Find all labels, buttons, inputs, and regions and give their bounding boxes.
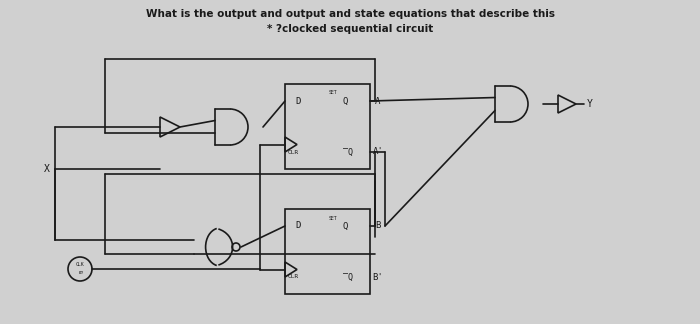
Text: A': A' (372, 147, 384, 156)
Text: m: m (78, 271, 82, 275)
Text: D: D (295, 222, 301, 230)
Text: SET: SET (328, 90, 337, 96)
Text: A: A (375, 97, 381, 106)
Bar (285, 84, 370, 169)
Text: B': B' (372, 272, 384, 282)
Text: SET: SET (328, 215, 337, 221)
Text: What is the output and output and state equations that describe this: What is the output and output and state … (146, 9, 554, 19)
Text: Y: Y (587, 99, 593, 109)
Text: X: X (44, 164, 50, 174)
Text: CLR: CLR (288, 149, 299, 155)
Text: D: D (295, 97, 301, 106)
Text: * ?clocked sequential circuit: * ?clocked sequential circuit (267, 24, 433, 34)
Bar (285, 209, 370, 294)
Text: ̅Q: ̅Q (343, 272, 353, 282)
Text: CLR: CLR (288, 274, 299, 280)
Text: Q: Q (342, 222, 348, 230)
Text: CLK: CLK (76, 261, 84, 267)
Text: ̅Q: ̅Q (343, 147, 353, 156)
Text: B: B (375, 222, 381, 230)
Text: Q: Q (342, 97, 348, 106)
